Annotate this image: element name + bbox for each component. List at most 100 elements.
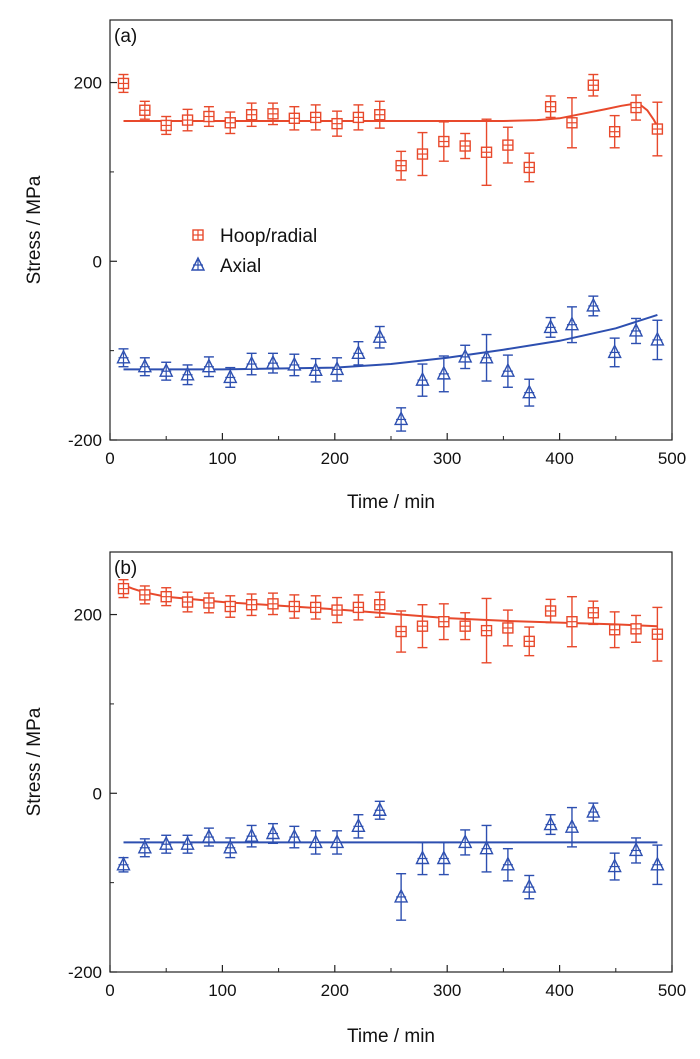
data-point — [139, 100, 151, 120]
data-point — [650, 844, 665, 886]
data-point — [564, 806, 580, 848]
data-point — [395, 610, 407, 653]
data-point — [586, 802, 601, 822]
data-point — [500, 847, 516, 882]
y-axis-title: Stress / MPa — [24, 175, 45, 284]
data-point — [393, 873, 409, 921]
data-point — [650, 319, 665, 361]
data-point — [351, 341, 366, 366]
legend: Hoop/radial Axial — [190, 226, 317, 277]
data-point — [544, 598, 557, 624]
data-point — [181, 591, 194, 613]
data-point — [651, 101, 664, 157]
data-point — [502, 126, 514, 164]
data-point — [500, 354, 516, 388]
data-point — [288, 594, 301, 619]
x-tick-label: 200 — [321, 449, 349, 468]
data-point — [502, 609, 514, 647]
x-axis-title: Time / min — [347, 1026, 435, 1047]
data-point — [117, 73, 130, 94]
data-point — [608, 114, 621, 149]
x-tick-label: 100 — [208, 981, 236, 1000]
data-point — [630, 614, 642, 643]
data-point — [438, 603, 450, 641]
data-point — [203, 592, 215, 614]
data-point — [224, 111, 236, 135]
x-tick-label: 0 — [105, 449, 114, 468]
data-point — [458, 829, 473, 856]
data-point — [351, 814, 366, 839]
data-point — [651, 606, 664, 662]
data-point — [159, 834, 174, 854]
data-point — [479, 333, 494, 382]
x-tick-label: 400 — [545, 449, 573, 468]
data-point — [480, 597, 493, 664]
data-point — [523, 152, 535, 183]
data-point — [607, 852, 622, 881]
x-tick-label: 300 — [433, 449, 461, 468]
data-point — [587, 73, 600, 97]
y-tick-label: 0 — [93, 784, 102, 803]
data-point — [416, 604, 429, 649]
data-point — [395, 150, 407, 181]
data-point — [352, 104, 365, 131]
data-point — [522, 874, 537, 900]
data-point — [374, 100, 386, 129]
x-tick-label: 300 — [433, 981, 461, 1000]
data-point — [566, 595, 578, 648]
series-axial — [116, 800, 665, 921]
data-point — [265, 822, 281, 845]
series-hoop-radial — [117, 73, 664, 187]
data-point — [607, 337, 622, 368]
data-point — [160, 115, 172, 136]
data-point — [137, 357, 152, 377]
data-point — [630, 94, 642, 121]
data-point — [308, 830, 323, 855]
x-tick-label: 500 — [658, 981, 686, 1000]
data-point — [459, 612, 471, 641]
series-axial — [116, 295, 665, 432]
y-tick-label: 0 — [93, 252, 102, 271]
data-point — [180, 364, 195, 386]
data-point — [267, 102, 279, 126]
data-point — [309, 104, 322, 131]
fit-line — [123, 313, 658, 371]
data-point — [479, 824, 494, 873]
data-point — [566, 97, 578, 149]
data-point — [159, 361, 174, 381]
data-point — [308, 357, 323, 383]
data-point — [352, 594, 365, 621]
data-point — [181, 108, 194, 132]
data-point — [180, 834, 195, 854]
data-point — [543, 316, 558, 338]
x-axis-title: Time / min — [347, 492, 435, 513]
x-tick-label: 0 — [105, 981, 114, 1000]
y-tick-label: -200 — [68, 431, 102, 450]
data-point — [393, 407, 409, 432]
data-point — [628, 317, 644, 345]
data-point — [543, 814, 558, 836]
data-point — [116, 856, 131, 873]
legend-entry-label: Axial — [220, 256, 261, 277]
data-point — [331, 596, 343, 624]
y-tick-label: 200 — [74, 606, 102, 625]
data-point — [223, 366, 238, 388]
data-point — [245, 102, 258, 128]
data-point — [608, 611, 621, 649]
data-point — [416, 131, 429, 177]
data-point — [459, 132, 471, 160]
data-point — [544, 95, 557, 119]
data-point — [287, 825, 302, 849]
data-point — [587, 600, 600, 626]
data-point — [287, 353, 302, 377]
data-point — [331, 110, 343, 137]
data-point — [586, 295, 601, 317]
data-point — [480, 118, 493, 187]
data-point — [415, 841, 430, 876]
data-point — [458, 344, 473, 370]
y-tick-label: -200 — [68, 963, 102, 982]
data-point — [523, 626, 535, 657]
data-point — [139, 585, 151, 605]
